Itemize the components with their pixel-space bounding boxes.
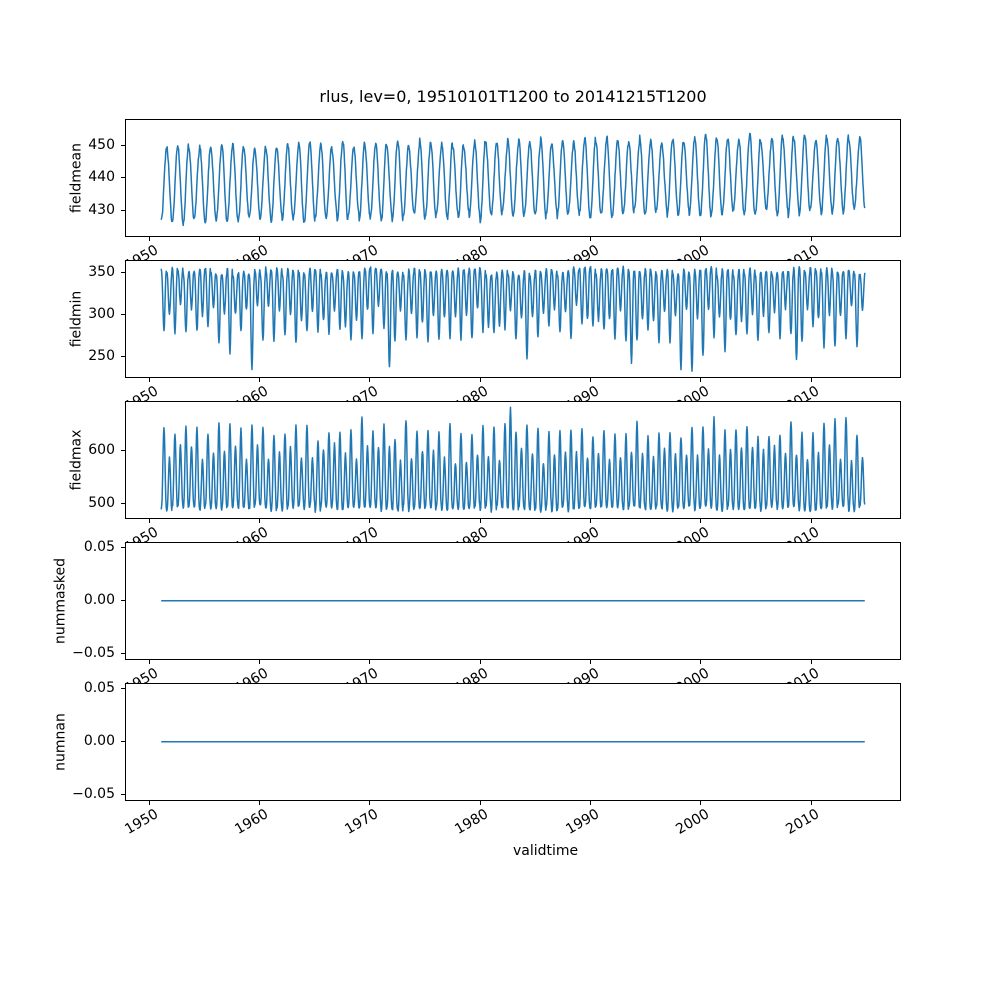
subplot-fieldmean [125, 119, 901, 237]
subplot-fieldmax [125, 401, 901, 519]
y-tick-label: 300 [88, 306, 115, 322]
x-tick-mark [148, 800, 150, 805]
y-tick-label: 430 [88, 201, 115, 218]
x-tick-mark [700, 236, 702, 241]
x-tick-mark [148, 518, 150, 523]
x-tick-label: 2000 [673, 805, 713, 838]
y-tick-mark [121, 449, 125, 451]
y-tick-label: 0.05 [83, 680, 115, 697]
y-axis-label-fieldmax: fieldmax [68, 429, 85, 491]
x-tick-label: 1950 [121, 805, 161, 838]
x-tick-mark [810, 659, 812, 664]
y-tick-mark [121, 502, 125, 504]
x-tick-mark [700, 518, 702, 523]
x-tick-mark [259, 518, 261, 523]
subplot-fieldmin [125, 260, 901, 378]
y-tick-label: 0.00 [83, 592, 115, 609]
series-line-fieldmax [160, 406, 866, 513]
x-tick-mark [589, 518, 591, 523]
y-axis-label-nummasked: nummasked [52, 557, 69, 644]
y-tick-label: 600 [88, 441, 115, 458]
subplot-numnan [125, 683, 901, 801]
x-tick-mark [810, 518, 812, 523]
x-tick-mark [369, 659, 371, 664]
x-tick-mark [369, 518, 371, 523]
y-tick-mark [121, 741, 125, 743]
x-tick-mark [479, 518, 481, 523]
y-tick-mark [121, 688, 125, 690]
x-tick-mark [148, 377, 150, 382]
y-tick-mark [121, 271, 125, 273]
x-tick-mark [479, 377, 481, 382]
x-tick-mark [259, 236, 261, 241]
y-tick-label: 0.00 [83, 733, 115, 750]
y-tick-mark [121, 547, 125, 549]
y-tick-label: 440 [88, 169, 115, 186]
x-tick-mark [259, 800, 261, 805]
x-tick-label: 1960 [232, 805, 272, 838]
x-tick-mark [479, 236, 481, 241]
y-axis-label-numnan: numnan [52, 712, 69, 771]
y-tick-label: 500 [88, 494, 115, 511]
x-tick-mark [479, 800, 481, 805]
x-tick-label: 2010 [783, 805, 823, 838]
x-tick-mark [259, 659, 261, 664]
series-line-fieldmin [160, 265, 866, 372]
x-tick-mark [589, 800, 591, 805]
x-tick-label: 1970 [342, 805, 382, 838]
y-tick-mark [121, 314, 125, 315]
x-tick-mark [369, 377, 371, 382]
y-tick-mark [121, 794, 125, 796]
y-axis-label-fieldmean: fieldmean [68, 142, 85, 213]
y-tick-label: 450 [88, 136, 115, 153]
x-tick-mark [700, 659, 702, 664]
y-tick-label: 250 [88, 348, 115, 365]
x-tick-mark [148, 236, 150, 241]
x-tick-mark [259, 377, 261, 382]
y-tick-label: 0.05 [83, 539, 115, 556]
y-tick-label: 350 [88, 263, 115, 280]
y-tick-mark [121, 356, 125, 358]
x-axis-label: validtime [513, 843, 579, 859]
x-tick-mark [589, 377, 591, 382]
x-tick-mark [479, 659, 481, 664]
x-tick-mark [810, 236, 812, 241]
x-tick-mark [369, 236, 371, 241]
y-tick-label: −0.05 [72, 645, 115, 662]
x-tick-mark [700, 800, 702, 805]
x-tick-mark [700, 377, 702, 382]
x-tick-mark [369, 800, 371, 805]
y-tick-mark [121, 600, 125, 602]
y-tick-mark [121, 177, 125, 179]
x-tick-mark [589, 659, 591, 664]
subplot-nummasked [125, 542, 901, 660]
x-tick-label: 1980 [452, 805, 492, 838]
series-line-fieldmean [160, 132, 866, 227]
x-tick-mark [810, 800, 812, 805]
x-tick-label: 1990 [563, 805, 602, 838]
y-tick-mark [121, 144, 125, 146]
y-tick-mark [121, 209, 125, 211]
x-tick-mark [589, 236, 591, 241]
chart-title: rlus, lev=0, 19510101T1200 to 20141215T1… [319, 87, 707, 106]
x-tick-mark [148, 659, 150, 664]
x-tick-mark [810, 377, 812, 382]
y-axis-label-fieldmin: fieldmin [68, 290, 85, 348]
y-tick-label: −0.05 [72, 786, 115, 803]
y-tick-mark [121, 653, 125, 655]
